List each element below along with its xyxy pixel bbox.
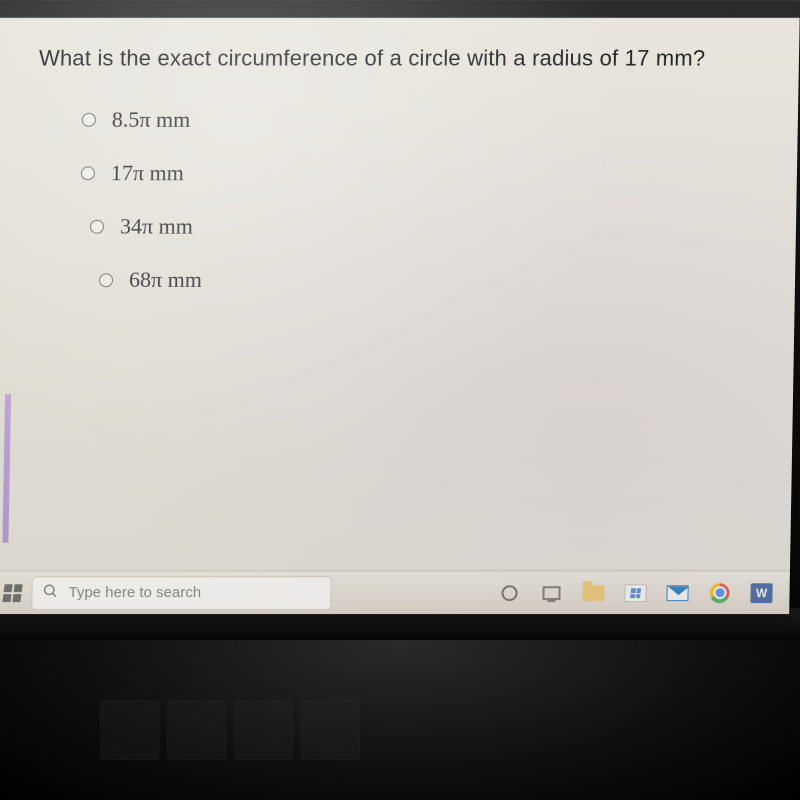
option-label: 8.5π mm [112, 107, 191, 133]
option-row[interactable]: 68π mm [99, 267, 775, 293]
radio-icon[interactable] [90, 220, 104, 234]
option-label: 17π mm [111, 160, 184, 186]
store-icon [624, 584, 646, 602]
circle-icon [501, 585, 517, 601]
laptop-screen: What is the exact circumference of a cir… [0, 0, 800, 614]
option-label: 34π mm [120, 214, 193, 240]
cortana-button[interactable] [495, 579, 523, 607]
question-text: What is the exact circumference of a cir… [39, 46, 779, 72]
folder-icon [582, 585, 604, 601]
option-row[interactable]: 34π mm [90, 214, 776, 240]
taskbar-pinned: W [495, 579, 781, 607]
radio-icon[interactable] [99, 273, 113, 287]
radio-icon[interactable] [81, 166, 95, 180]
option-row[interactable]: 17π mm [81, 160, 777, 186]
task-view-button[interactable] [537, 579, 565, 607]
accent-strip [2, 394, 11, 543]
option-row[interactable]: 8.5π mm [82, 107, 778, 133]
window-top-edge [0, 0, 800, 18]
file-explorer-button[interactable] [579, 579, 607, 607]
keyboard-keys [100, 700, 360, 760]
microsoft-store-button[interactable] [621, 579, 649, 607]
answer-options: 8.5π mm 17π mm 34π mm 68π mm [35, 107, 778, 293]
option-label: 68π mm [129, 267, 202, 293]
quiz-content: What is the exact circumference of a cir… [0, 18, 800, 571]
radio-icon[interactable] [82, 113, 96, 127]
task-view-icon [542, 586, 560, 600]
photo-stage: What is the exact circumference of a cir… [0, 0, 800, 800]
search-placeholder: Type here to search [68, 584, 201, 601]
mail-icon [666, 585, 688, 601]
